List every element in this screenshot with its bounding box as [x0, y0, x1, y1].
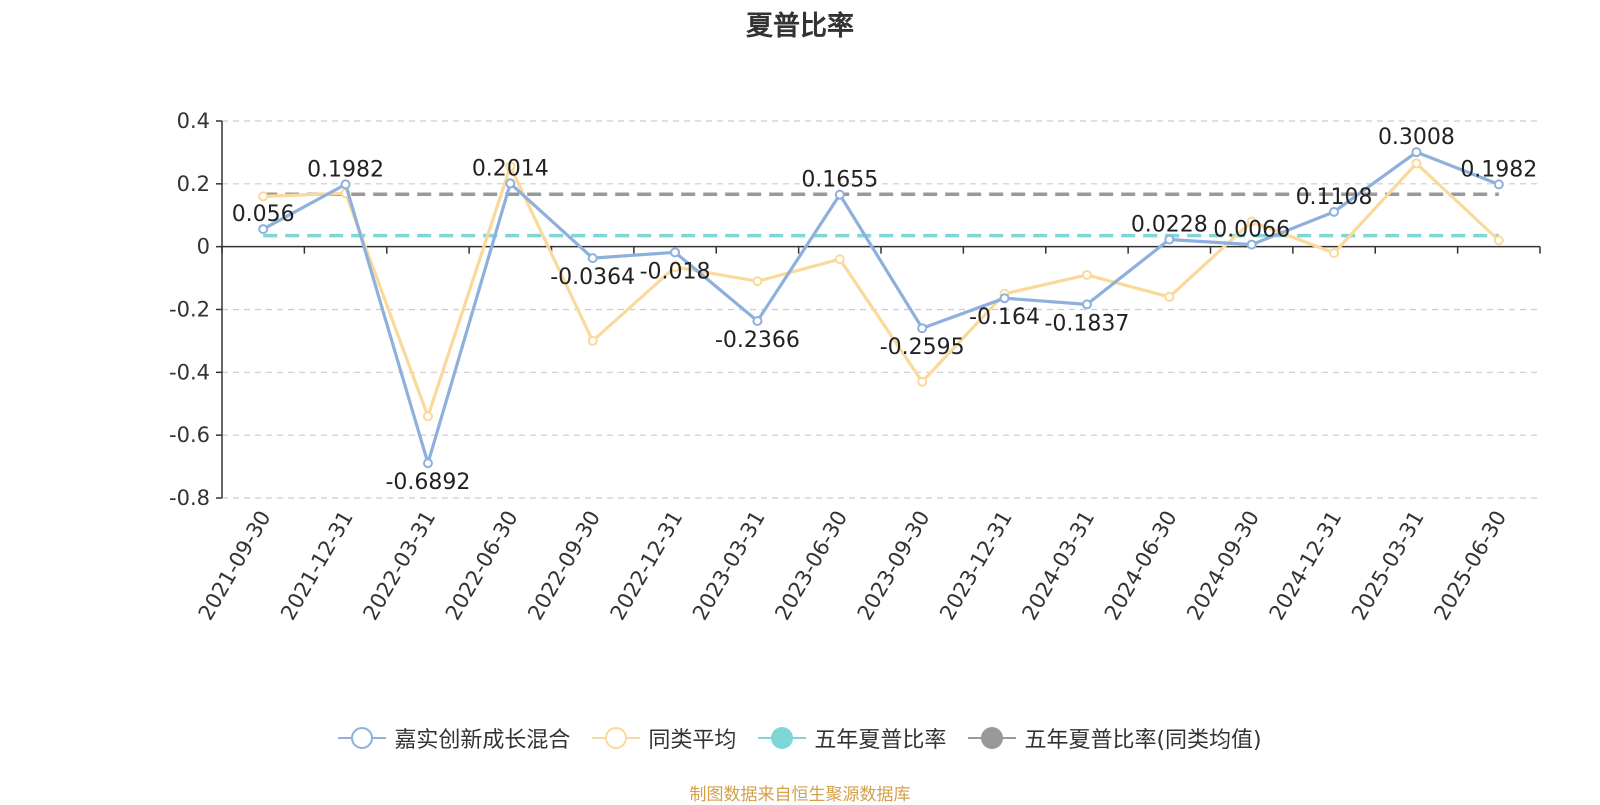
series-line [262, 150, 1500, 465]
data-point [752, 276, 763, 287]
data-point [587, 253, 598, 264]
data-label: 0.1982 [1460, 157, 1537, 182]
legend-fund-marker-icon [338, 727, 387, 749]
x-tick-label: 2023-03-31 [688, 507, 770, 625]
data-point [505, 161, 516, 172]
x-tick-label: 2025-06-30 [1429, 507, 1511, 625]
x-tick-label: 2022-09-30 [523, 507, 605, 625]
data-point [422, 411, 433, 422]
data-point [1081, 299, 1092, 310]
data-point [1493, 179, 1504, 190]
data-label: 0.3008 [1378, 125, 1455, 150]
legend-peer-marker-icon [592, 727, 641, 749]
x-tick-label: 2025-03-31 [1347, 507, 1429, 625]
y-tick-label: 0 [197, 235, 210, 259]
data-point [258, 224, 269, 235]
x-tick-label: 2024-06-30 [1100, 507, 1182, 625]
legend-item-fund[interactable]: 嘉实创新成长混合 [338, 722, 570, 754]
data-point [670, 247, 681, 258]
y-tick-label: 0.2 [177, 172, 210, 196]
data-labels: 0.056 0.1982 -0.6892 0.2014 -0.0364 -0.018 -0.… [232, 125, 1538, 495]
data-label: 0.056 [232, 202, 295, 227]
data-point [670, 262, 681, 273]
source-note: 制图数据来自恒生聚源数据库 [689, 785, 911, 805]
data-point [1329, 247, 1340, 258]
legend-label-five-year: 五年夏普比率 [814, 728, 947, 753]
y-tick-label: -0.8 [169, 486, 210, 510]
data-label: -0.164 [969, 305, 1040, 330]
legend-item-peer-average[interactable]: 同类平均 [592, 722, 736, 754]
x-tick-label: 2024-12-31 [1265, 507, 1347, 625]
data-point [258, 191, 269, 202]
data-point [1493, 235, 1504, 246]
y-tick-label: 0.4 [177, 109, 210, 133]
y-tick-label: -0.6 [169, 423, 210, 447]
x-tick-label: 2023-09-30 [853, 507, 935, 625]
data-label: 0.0228 [1131, 213, 1208, 238]
legend: 嘉实创新成长混合 同类平均 五年夏普比率 五年夏普比率(同类均值) [0, 720, 1600, 756]
data-point [505, 178, 516, 189]
data-point [587, 335, 598, 346]
data-label: 0.1982 [307, 157, 384, 182]
legend-item-five-year-peer[interactable]: 五年夏普比率(同类均值) [968, 722, 1262, 754]
data-point [834, 189, 845, 200]
data-point [422, 458, 433, 469]
reference-lines [263, 192, 1499, 238]
data-label: -0.2595 [880, 335, 965, 360]
data-label: -0.018 [640, 259, 711, 284]
x-tick-label: 2024-03-31 [1017, 507, 1099, 625]
legend-five-year-peer-marker-icon [968, 727, 1017, 749]
legend-label-peer-average: 同类平均 [648, 728, 737, 753]
chart-title: 夏普比率 [746, 11, 854, 42]
data-label: 0.0066 [1213, 218, 1290, 243]
data-point [1411, 147, 1422, 158]
data-label: 0.2014 [472, 156, 549, 181]
legend-label-fund: 嘉实创新成长混合 [394, 728, 571, 753]
series-lines [258, 147, 1504, 469]
series-line [263, 161, 1500, 418]
data-point [917, 376, 928, 387]
x-tick-label: 2022-03-31 [358, 507, 440, 625]
data-label: 0.1108 [1296, 185, 1373, 210]
legend-five-year-marker-icon [758, 727, 807, 749]
data-label: -0.2366 [715, 328, 800, 353]
data-label: -0.0364 [550, 265, 635, 290]
data-point [1081, 269, 1092, 280]
legend-item-five-year[interactable]: 五年夏普比率 [758, 722, 946, 754]
data-point [834, 254, 845, 265]
data-point [340, 179, 351, 190]
data-point [1164, 234, 1175, 245]
data-label: -0.1837 [1044, 311, 1129, 336]
x-tick-label: 2024-09-30 [1182, 507, 1264, 625]
data-point [1329, 206, 1340, 217]
data-point [999, 293, 1010, 304]
data-point [1411, 158, 1422, 169]
data-point [1246, 239, 1257, 250]
grid-lines [222, 120, 1540, 499]
x-tick-label: 2023-12-31 [935, 507, 1017, 625]
x-tick-label: 2022-12-31 [606, 507, 688, 625]
y-tick-label: -0.4 [169, 360, 210, 384]
data-label: 0.1655 [801, 168, 878, 193]
data-point [1164, 291, 1175, 302]
x-tick-label: 2023-06-30 [770, 507, 852, 625]
data-label: -0.6892 [385, 470, 470, 495]
x-tick-label: 2021-09-30 [194, 507, 276, 625]
x-tick-label: 2022-06-30 [441, 507, 523, 625]
x-tick-label: 2021-12-31 [276, 507, 358, 625]
y-tick-label: -0.2 [169, 298, 210, 322]
data-point [752, 315, 763, 326]
legend-label-five-year-peer: 五年夏普比率(同类均值) [1024, 728, 1262, 753]
data-point [1246, 216, 1257, 227]
data-point [917, 323, 928, 334]
